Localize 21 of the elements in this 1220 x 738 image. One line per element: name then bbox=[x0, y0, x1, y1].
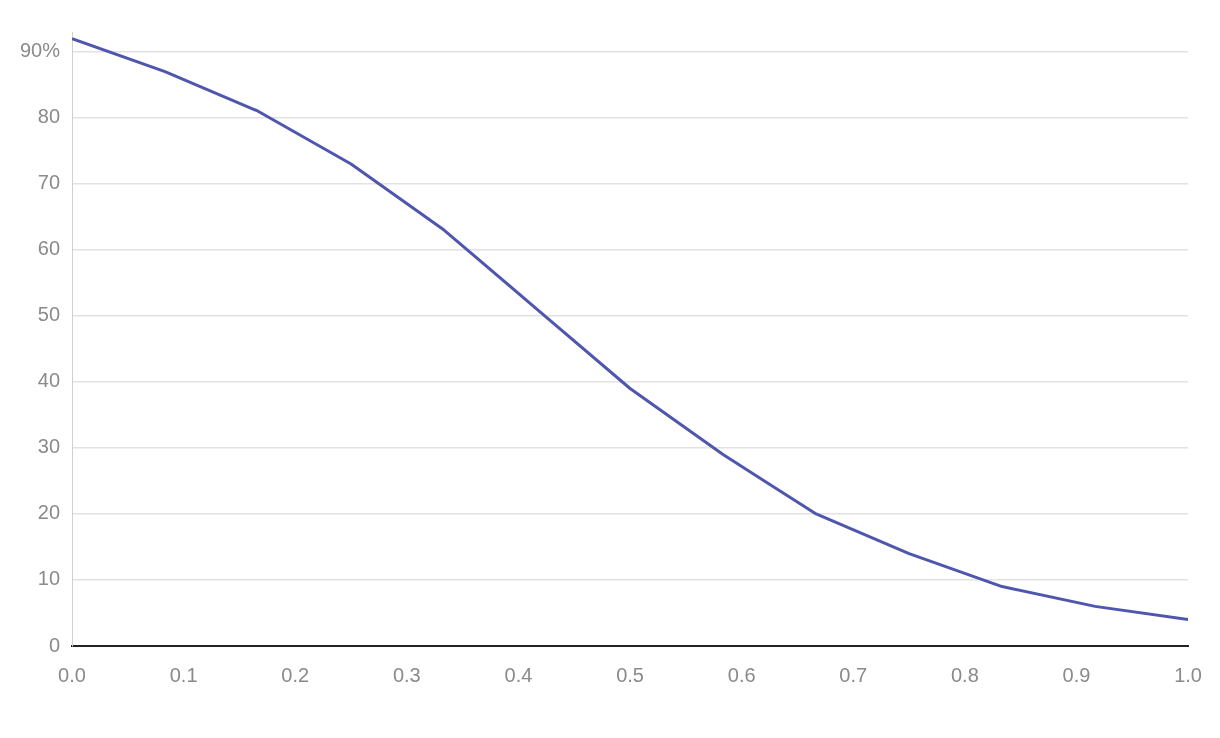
y-tick-label: 0 bbox=[48, 633, 61, 656]
y-tick-label: 40 bbox=[37, 369, 61, 392]
x-tick-label: 0.7 bbox=[839, 663, 868, 686]
x-tick-label: 0.5 bbox=[616, 663, 644, 686]
x-tick-label: 1.0 bbox=[1174, 663, 1202, 686]
y-tick-label: 70 bbox=[37, 171, 61, 194]
y-tick-label: 20 bbox=[37, 501, 61, 524]
y-tick-label: 60 bbox=[37, 237, 61, 260]
y-tick-label: 10 bbox=[37, 567, 61, 590]
x-tick-label: 0.8 bbox=[950, 663, 979, 686]
x-tick-label: 0.1 bbox=[169, 663, 198, 686]
y-tick-label: 90% bbox=[20, 39, 61, 62]
x-tick-label: 0.9 bbox=[1062, 663, 1091, 686]
x-tick-label: 0.2 bbox=[281, 663, 310, 686]
x-tick-label: 0.4 bbox=[504, 663, 533, 686]
x-tick-label: 0.3 bbox=[392, 663, 421, 686]
x-tick-label: 0.6 bbox=[727, 663, 756, 686]
y-tick-label: 50 bbox=[37, 303, 61, 326]
y-tick-label: 80 bbox=[37, 105, 61, 128]
x-tick-label: 0.0 bbox=[58, 663, 86, 686]
y-tick-label: 30 bbox=[37, 435, 61, 458]
